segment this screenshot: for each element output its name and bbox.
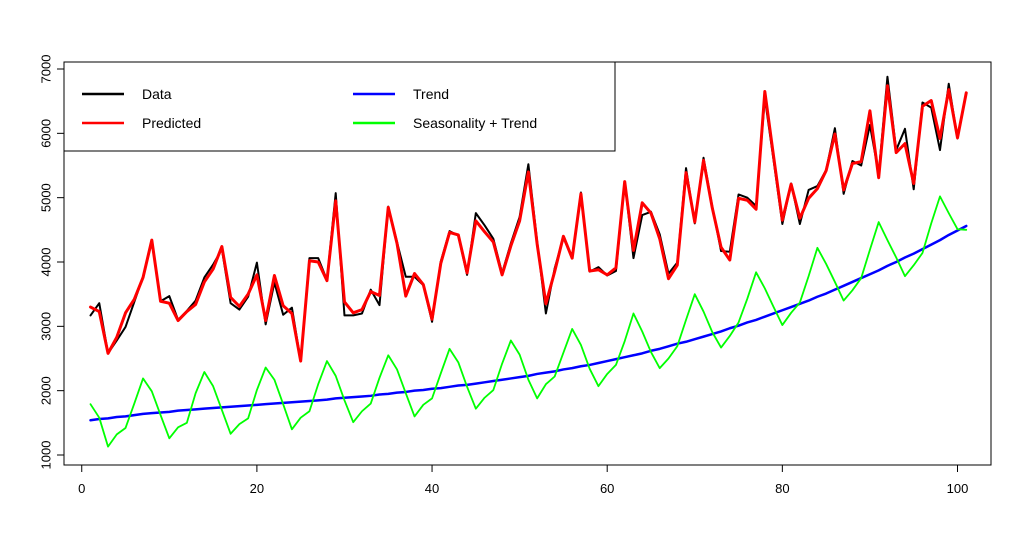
y-tick-label: 4000 [39,248,54,277]
legend-label-predicted: Predicted [142,115,201,131]
legend-label-data: Data [142,86,172,102]
x-tick-label: 0 [78,481,85,496]
x-tick-label: 60 [600,481,614,496]
legend: Data Predicted Trend Seasonality + Trend [63,61,616,152]
legend-box [63,61,616,152]
x-tick-label: 80 [775,481,789,496]
y-axis: 1000 2000 3000 4000 5000 6000 7000 [39,55,65,470]
y-tick-label: 7000 [39,55,54,84]
series-line-predicted [89,84,968,363]
y-tick-label: 3000 [39,312,54,341]
series-line-seasonality-trend [89,195,968,448]
series-line-trend [89,224,968,422]
x-tick-label: 20 [250,481,264,496]
x-tick-label: 100 [947,481,969,496]
y-tick-label: 6000 [39,119,54,148]
series-layer [89,75,968,448]
x-axis: 0 20 40 60 80 100 [78,464,969,496]
x-tick-label: 40 [425,481,439,496]
y-tick-label: 1000 [39,441,54,470]
legend-label-seasonality-trend: Seasonality + Trend [413,115,537,131]
y-tick-label: 5000 [39,183,54,212]
y-tick-label: 2000 [39,376,54,405]
legend-label-trend: Trend [413,86,449,102]
